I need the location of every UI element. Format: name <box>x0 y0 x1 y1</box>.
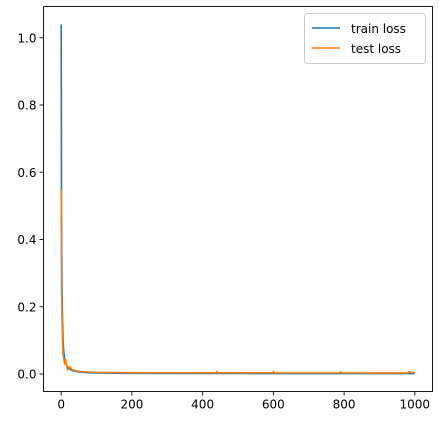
series-line-test-loss <box>60 189 415 374</box>
x-tick-label: 1000 <box>400 398 431 412</box>
y-tick-label: 0.2 <box>17 300 36 314</box>
legend-label-test-loss: test loss <box>351 42 401 56</box>
x-axis: 0 200 400 600 800 1000 <box>57 391 431 412</box>
series-layer <box>60 24 415 375</box>
y-tick-label: 0.6 <box>17 166 36 180</box>
x-tick-label: 400 <box>191 398 214 412</box>
x-tick-label: 600 <box>262 398 285 412</box>
y-axis: 0.0 0.2 0.4 0.6 0.8 1.0 <box>17 31 44 382</box>
y-tick-label: 0.0 <box>17 368 36 382</box>
x-tick-label: 800 <box>333 398 356 412</box>
legend: train loss test loss <box>304 13 426 64</box>
y-tick-label: 0.4 <box>17 233 36 247</box>
y-tick-label: 1.0 <box>17 31 36 45</box>
x-tick-label: 0 <box>57 398 65 412</box>
plot-frame <box>43 6 433 392</box>
legend-box <box>304 13 426 64</box>
legend-label-train-loss: train loss <box>351 22 406 36</box>
y-tick-label: 0.8 <box>17 99 36 113</box>
series-line-train-loss <box>60 24 415 375</box>
x-tick-label: 200 <box>120 398 143 412</box>
